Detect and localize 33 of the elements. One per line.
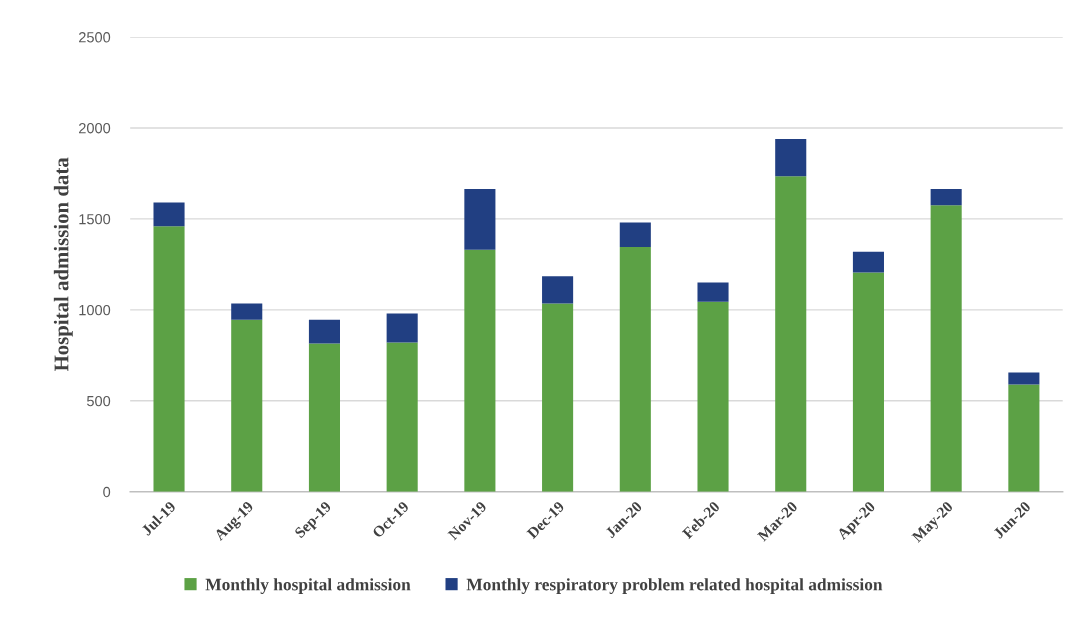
bar <box>308 343 340 492</box>
bar <box>852 272 884 492</box>
bar <box>775 138 807 177</box>
bar <box>153 226 185 492</box>
y-tick-label: 0 <box>103 486 111 498</box>
bar <box>1008 372 1040 385</box>
bar <box>308 319 340 344</box>
bar <box>542 276 574 304</box>
bar <box>619 222 651 248</box>
bar <box>231 303 263 320</box>
bar <box>930 188 962 206</box>
bar <box>852 251 884 273</box>
bar <box>153 202 185 227</box>
bar <box>619 247 651 492</box>
bar <box>464 188 496 250</box>
bar <box>231 319 263 492</box>
legend-label: Monthly hospital admission <box>205 578 411 594</box>
bar <box>697 301 729 492</box>
bar <box>386 313 418 343</box>
bar <box>464 249 496 492</box>
y-axis-title: Hospital admission data <box>53 157 73 372</box>
y-tick-label: 1000 <box>79 304 111 316</box>
bar <box>386 342 418 492</box>
bar <box>775 176 807 492</box>
y-tick-label: 500 <box>86 395 111 407</box>
y-tick-label: 2000 <box>79 123 111 134</box>
y-tick-label: 1500 <box>79 214 111 225</box>
legend-label: Monthly respiratory problem related hospital admission <box>466 578 883 594</box>
bar <box>542 303 574 492</box>
y-tick-label: 2500 <box>79 32 111 43</box>
bar <box>1008 384 1040 492</box>
bar <box>697 282 729 302</box>
bar <box>930 205 962 492</box>
